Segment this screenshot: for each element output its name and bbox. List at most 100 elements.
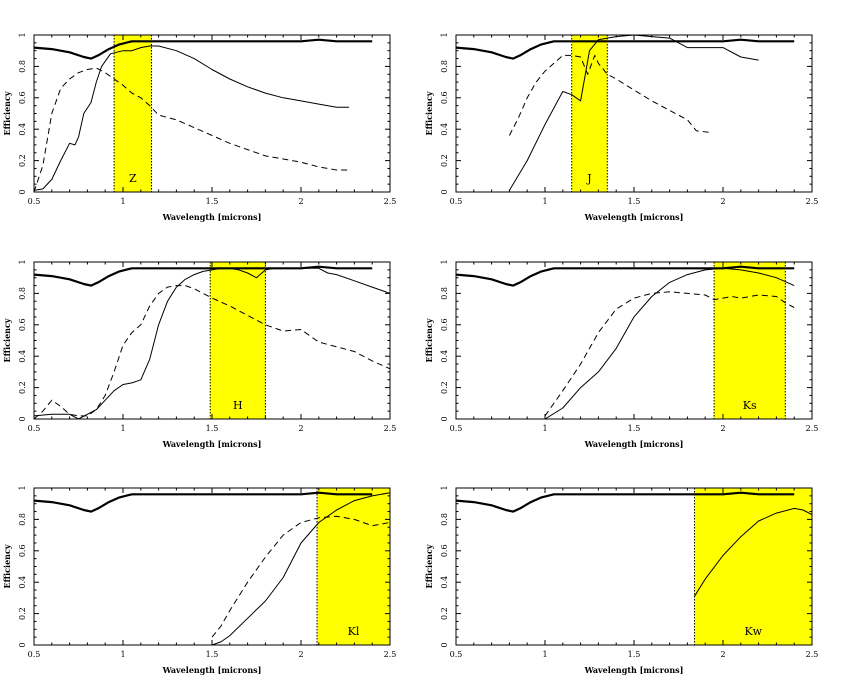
y-tick-label: 0 [18, 416, 27, 421]
filter-band-J [571, 35, 608, 192]
x-tick-label: 2.5 [384, 197, 397, 206]
x-tick-label: 1 [542, 424, 547, 433]
y-tick-label: 0.6 [18, 318, 27, 331]
band-label: Z [129, 172, 137, 185]
series-thin [34, 45, 350, 191]
y-tick-label: 1 [18, 259, 27, 264]
y-tick-label: 0.2 [440, 154, 449, 167]
filter-band-H [210, 262, 266, 419]
x-tick-label: 1.5 [206, 424, 219, 433]
y-tick-label: 0.2 [18, 607, 27, 620]
series-thick [456, 265, 795, 287]
y-tick-label: 0.6 [18, 544, 27, 557]
panel-6: 0.5 1 1.5 2 2.5 0 0.2 0.4 0.6 0.8 1 Wavelength [mic… [424, 485, 818, 675]
series-thin [211, 492, 390, 645]
panel-5: 0.5 1 1.5 2 2.5 0 0.2 0.4 0.6 0.8 1 Wavelength [mic… [2, 485, 396, 675]
x-tick-label: 0.5 [450, 650, 463, 659]
y-tick-label: 0.2 [440, 381, 449, 394]
x-tick-label: 2 [720, 650, 725, 659]
y-tick-label: 0.4 [440, 576, 449, 589]
x-tick-label: 1.5 [206, 197, 219, 206]
y-tick-label: 0.2 [440, 607, 449, 620]
plot-frame [455, 261, 813, 420]
band-label: J [586, 172, 591, 185]
band-label: Kw [744, 625, 762, 638]
y-tick-label: 0 [440, 416, 449, 421]
x-axis-label: Wavelength [microns] [162, 212, 262, 222]
y-tick-label: 0.4 [18, 123, 27, 136]
series-thick [34, 491, 373, 513]
y-tick-label: 0.6 [440, 91, 449, 104]
x-axis-label: Wavelength [microns] [162, 665, 262, 675]
y-tick-label: 1 [18, 32, 27, 37]
x-tick-label: 0.5 [28, 650, 41, 659]
y-tick-label: 0 [440, 189, 449, 194]
band-label: Ks [743, 399, 757, 412]
x-tick-label: 1 [120, 424, 125, 433]
y-tick-label: 0.2 [18, 154, 27, 167]
plot-frame [33, 487, 391, 646]
x-tick-label: 0.5 [450, 197, 463, 206]
y-axis-label: Efficiency [424, 91, 434, 135]
series-dashed [34, 285, 390, 419]
series-dashed [508, 54, 709, 136]
x-tick-label: 1 [120, 650, 125, 659]
y-tick-label: 0.4 [18, 576, 27, 589]
filter-band-Z [114, 35, 152, 192]
band-label: Kl [348, 625, 360, 638]
x-axis-label: Wavelength [microns] [584, 665, 684, 675]
plot-frame [33, 261, 391, 420]
y-axis-label: Efficiency [424, 318, 434, 362]
x-tick-label: 2.5 [384, 650, 397, 659]
x-tick-label: 2 [298, 424, 303, 433]
y-tick-label: 0.6 [440, 544, 449, 557]
series-thin [34, 267, 390, 419]
x-axis-label: Wavelength [microns] [584, 212, 684, 222]
filter-band-Ks [714, 262, 786, 419]
y-tick-label: 0.8 [440, 60, 449, 73]
y-tick-label: 0.8 [18, 60, 27, 73]
series-dashed [34, 67, 350, 192]
series-thick [34, 265, 373, 287]
x-tick-label: 1.5 [206, 650, 219, 659]
y-tick-label: 0.8 [18, 513, 27, 526]
x-tick-label: 1.5 [628, 650, 641, 659]
x-tick-label: 2 [298, 197, 303, 206]
panel-3: 0.5 1 1.5 2 2.5 0 0.2 0.4 0.6 0.8 1 Wavelength [mic… [2, 259, 396, 449]
x-tick-label: 2 [298, 650, 303, 659]
series-thin [694, 507, 812, 597]
series-thick [34, 38, 373, 60]
series-thick [456, 38, 795, 60]
panel-1: 0.5 1 1.5 2 2.5 0 0.2 0.4 0.6 0.8 1 Wavelength [mic… [2, 32, 396, 222]
y-tick-label: 0.8 [440, 513, 449, 526]
series-thin [508, 35, 759, 191]
y-tick-label: 0.6 [18, 91, 27, 104]
x-axis-label: Wavelength [microns] [162, 439, 262, 449]
x-tick-label: 0.5 [450, 424, 463, 433]
y-axis-label: Efficiency [2, 544, 12, 588]
x-tick-label: 0.5 [28, 197, 41, 206]
x-tick-label: 2.5 [806, 197, 819, 206]
y-tick-label: 0 [18, 189, 27, 194]
y-axis-label: Efficiency [2, 318, 12, 362]
y-tick-label: 1 [440, 259, 449, 264]
x-tick-label: 1 [542, 650, 547, 659]
y-tick-label: 1 [440, 32, 449, 37]
y-tick-label: 0.8 [18, 287, 27, 300]
y-axis-label: Efficiency [424, 544, 434, 588]
x-tick-label: 1 [542, 197, 547, 206]
y-tick-label: 0 [18, 642, 27, 647]
plot-frame [33, 34, 391, 193]
x-tick-label: 1 [120, 197, 125, 206]
y-tick-label: 0 [440, 642, 449, 647]
y-tick-label: 0.8 [440, 287, 449, 300]
plot-frame [455, 34, 813, 193]
x-tick-label: 0.5 [28, 424, 41, 433]
x-tick-label: 2.5 [806, 424, 819, 433]
y-tick-label: 0.4 [440, 123, 449, 136]
panel-4: 0.5 1 1.5 2 2.5 0 0.2 0.4 0.6 0.8 1 Wavelength [mic… [424, 259, 818, 449]
x-tick-label: 2.5 [806, 650, 819, 659]
series-dashed [211, 515, 390, 638]
y-tick-label: 1 [440, 485, 449, 490]
